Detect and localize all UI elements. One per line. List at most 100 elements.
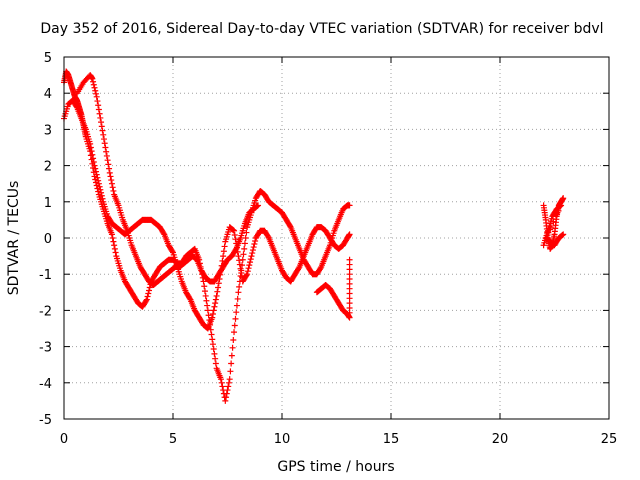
data-point — [143, 296, 150, 303]
data-point — [220, 248, 227, 255]
data-point — [112, 249, 119, 256]
y-tick-label: 0 — [44, 232, 52, 247]
data-point — [249, 247, 256, 254]
data-point — [111, 245, 118, 252]
data-point — [559, 231, 566, 238]
data-point — [92, 90, 99, 97]
data-point — [87, 140, 94, 147]
data-point — [100, 131, 107, 138]
data-point — [108, 231, 115, 238]
data-point — [224, 387, 231, 394]
data-point — [97, 114, 104, 121]
data-point — [96, 183, 103, 190]
data-point — [201, 288, 208, 295]
data-point — [228, 352, 235, 359]
data-point — [228, 360, 235, 367]
data-point — [219, 383, 226, 390]
tick-layer — [63, 56, 610, 420]
y-tick-label: -5 — [39, 413, 52, 428]
data-point — [550, 218, 557, 225]
data-point — [202, 292, 209, 299]
data-point — [110, 238, 117, 245]
data-point — [218, 379, 225, 386]
data-point — [220, 253, 227, 260]
data-point — [169, 248, 176, 255]
y-tick-label: 1 — [44, 196, 52, 211]
y-tick-label: -3 — [39, 341, 52, 356]
x-tick-label: 25 — [601, 432, 618, 447]
data-point — [203, 297, 210, 304]
tick-label-layer: 0 5 10 15 20 25 -5 -4 -3 -2 -1 0 1 2 3 4 5 — [39, 51, 617, 447]
data-point — [560, 231, 567, 238]
data-point — [232, 315, 239, 322]
data-point — [92, 165, 99, 172]
y-tick-label: 3 — [44, 123, 52, 138]
data-point — [101, 140, 108, 147]
data-point — [232, 236, 239, 243]
data-point — [104, 157, 111, 164]
data-point — [89, 151, 96, 158]
data-point — [98, 192, 105, 199]
data-point — [94, 174, 101, 181]
data-point — [215, 280, 222, 287]
data-point — [233, 302, 240, 309]
series-2 — [74, 72, 262, 289]
data-point — [160, 230, 167, 237]
data-point — [212, 296, 219, 303]
data-point — [95, 180, 102, 187]
x-axis-label: GPS time / hours — [277, 459, 394, 475]
data-point — [108, 180, 115, 187]
x-tick-label: 5 — [169, 432, 177, 447]
data-point — [91, 162, 98, 169]
data-point — [201, 283, 208, 290]
data-point — [240, 251, 247, 258]
data-point — [143, 297, 150, 304]
data-point — [225, 383, 232, 390]
data-point — [99, 195, 106, 202]
data-point — [103, 148, 110, 155]
data-point — [209, 311, 216, 318]
data-point — [90, 81, 97, 88]
x-tick-label: 15 — [383, 432, 400, 447]
data-point — [98, 119, 105, 126]
data-point — [204, 307, 211, 314]
data-point — [236, 257, 243, 264]
data-point — [145, 290, 152, 297]
data-point — [87, 144, 94, 151]
data-point — [99, 127, 106, 134]
data-point — [100, 136, 107, 143]
data-point — [93, 171, 100, 178]
data-point — [204, 302, 211, 309]
data-point — [92, 87, 99, 94]
data-point — [107, 173, 114, 180]
data-point — [226, 376, 233, 383]
data-point — [244, 271, 251, 278]
data-point — [95, 106, 102, 113]
data-point — [265, 233, 272, 240]
series-4 — [540, 195, 567, 252]
data-point — [105, 161, 112, 168]
data-point — [545, 229, 552, 236]
y-tick-label: -2 — [39, 304, 52, 319]
data-point — [73, 103, 80, 110]
data-point — [209, 314, 216, 321]
data-point — [249, 250, 256, 257]
data-point — [209, 336, 216, 343]
data-point — [229, 344, 236, 351]
y-tick-label: -4 — [39, 377, 52, 392]
data-point — [235, 289, 242, 296]
data-point — [106, 169, 113, 176]
data-point — [235, 253, 242, 260]
data-point — [558, 202, 565, 209]
data-point — [241, 245, 248, 252]
data-point — [146, 287, 153, 294]
data-layer — [61, 68, 567, 404]
data-point — [295, 265, 302, 272]
data-point — [238, 269, 245, 276]
data-point — [215, 284, 222, 291]
data-point — [555, 207, 562, 214]
data-point — [236, 261, 243, 268]
data-point — [236, 283, 243, 290]
data-point — [94, 98, 101, 105]
